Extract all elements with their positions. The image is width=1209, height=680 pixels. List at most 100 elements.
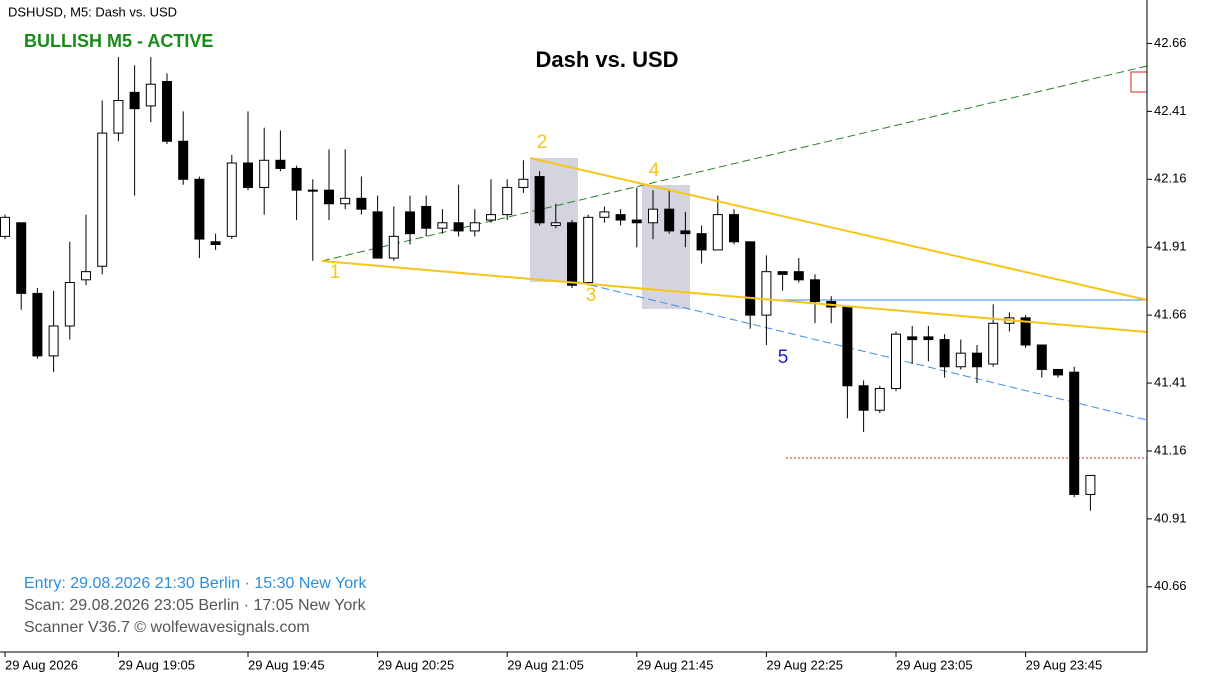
candle-body [1053,368,1063,376]
scanner-info: Scanner V36.7 © wolfewavesignals.com [24,619,310,636]
candle-body [729,214,739,243]
candle-body [518,178,529,188]
candle-body [1085,474,1096,495]
wave-label: 3 [586,285,597,306]
candle-body [178,140,189,180]
scan-info: Scan: 29.08.2026 23:05 Berlin · 17:05 Ne… [24,597,367,614]
chart-header: DSHUSD, M5: Dash vs. USD [8,4,177,19]
target-line [321,65,1148,262]
candle-body [0,216,10,237]
candle-body [405,211,415,235]
candle-body [421,205,432,229]
candle-body [972,352,982,368]
candle-body [550,222,561,226]
candle-body [16,222,27,294]
y-tick-label: 42.16 [1154,171,1187,186]
candle-body [453,222,464,232]
candle-body [923,336,934,341]
candle-body [745,241,756,316]
candle-body [97,132,108,267]
candle-body [486,214,496,221]
candle-body [356,197,367,210]
candle-body [210,241,221,246]
x-tick-label: 29 Aug 2026 [5,657,78,672]
wedge-lines [321,157,1148,333]
candle-body [340,197,351,205]
candle-body [64,282,75,327]
y-tick-label: 41.16 [1154,442,1187,457]
candle-body [1069,371,1080,495]
candle-body [874,387,885,411]
candle-body [259,159,270,188]
candle-body [696,233,707,251]
candle-body [469,222,480,232]
candle-body [907,336,918,341]
candle-body [162,81,172,142]
x-tick-label: 29 Aug 22:25 [766,657,843,672]
y-tick-label: 40.91 [1154,510,1187,525]
candle-body [664,208,675,232]
candle-body [81,271,91,281]
wave-label: 1 [330,262,341,283]
candle-body [388,235,399,259]
candle-body [324,189,334,205]
wedge-line [321,260,1148,333]
candle-body [615,214,626,221]
x-tick-label: 29 Aug 21:05 [507,657,584,672]
wave-line [577,281,1148,421]
candle-body [599,211,610,218]
candle-body [1036,344,1047,370]
candle-body [648,208,658,224]
x-tick-label: 29 Aug 23:05 [896,657,973,672]
candle-body [1020,317,1031,346]
candle-body [712,214,723,251]
candle-body [988,322,999,365]
candle-body [291,167,302,191]
candle-body [113,100,124,134]
candle-body [891,333,901,389]
y-tick-label: 41.66 [1154,307,1187,322]
candle-body [793,271,804,281]
x-tick-label: 29 Aug 19:45 [248,657,325,672]
y-tick-label: 41.41 [1154,374,1187,389]
wave-label: 5 [778,347,789,368]
candle-body [275,159,286,169]
candle-body [48,325,59,357]
candle-body [437,222,448,229]
candle-body [307,189,318,192]
wedge-line [529,157,1148,301]
candle-body [226,162,237,237]
chart-title: Dash vs. USD [535,47,678,72]
candle-body [567,222,577,286]
candle-body [32,292,43,357]
wave-label: 2 [537,132,548,153]
entry-info: Entry: 29.08.2026 21:30 Berlin · 15:30 N… [24,575,367,592]
candle-body [680,230,691,235]
candle-body [129,91,140,110]
y-tick-label: 42.41 [1154,103,1187,118]
candle-body [761,271,772,316]
candle-body [243,162,253,188]
wave-label: 4 [649,160,660,181]
candle-body [858,385,869,411]
candle-body [372,211,383,259]
candle-body [777,271,788,275]
axes: 40.66 40.91 41.16 41.41 41.66 41.91 42.16 42.41… [4,35,1187,672]
candle-body [502,186,513,216]
candle-body [939,339,950,368]
candle-body [534,176,545,224]
candle-body [145,83,156,107]
status: BULLISH M5 - ACTIVE [24,31,213,51]
candle-body [194,178,205,240]
y-tick-label: 40.66 [1154,578,1187,593]
x-tick-label: 29 Aug 23:45 [1026,657,1103,672]
candle-body [810,279,820,303]
y-tick-label: 42.66 [1154,35,1187,50]
x-tick-label: 29 Aug 21:45 [637,657,714,672]
candle-body [583,216,594,284]
candle-body [842,306,853,387]
candle-body [955,352,966,368]
candles [0,57,1096,511]
